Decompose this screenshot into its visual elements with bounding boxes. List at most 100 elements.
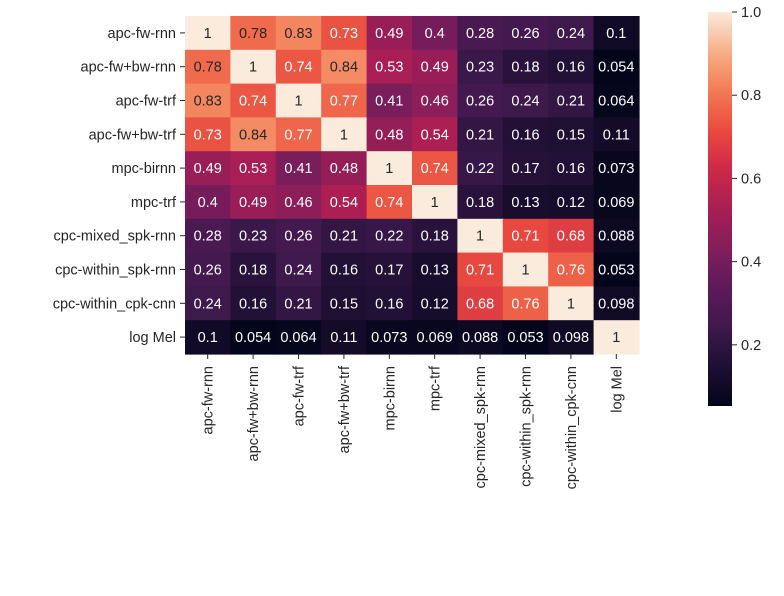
y-tick-label: log Mel xyxy=(129,330,176,346)
colorbar-gradient xyxy=(708,12,732,406)
heatmap-cell xyxy=(593,286,640,321)
x-tick-label: apc-fw+bw-rnn xyxy=(246,366,262,462)
heatmap-cell xyxy=(457,252,504,287)
cell-value-label: 0.77 xyxy=(284,127,312,143)
cell-value-label: 0.49 xyxy=(239,195,267,211)
colorbar-tick-label: 1.0 xyxy=(741,5,761,21)
cell-value-label: 0.069 xyxy=(417,330,453,346)
cell-value-label: 1 xyxy=(249,60,257,76)
heatmap-cell xyxy=(548,83,595,118)
heatmap-cell xyxy=(230,117,277,152)
heatmap-cell xyxy=(321,83,368,118)
cell-value-label: 0.26 xyxy=(511,26,539,42)
cell-value-label: 0.088 xyxy=(598,229,634,245)
heatmap-cell xyxy=(548,117,595,152)
heatmap-cell xyxy=(593,218,640,254)
x-tick-label: mpc-trf xyxy=(428,365,444,411)
heatmap-cell xyxy=(230,320,277,355)
heatmap-cell xyxy=(548,286,595,321)
cell-value-label: 0.74 xyxy=(284,60,312,76)
heatmap-cell xyxy=(185,117,231,152)
x-tick-label: apc-fw-rnn xyxy=(201,366,217,435)
cell-value-label: 1 xyxy=(612,330,620,346)
heatmap-cells xyxy=(185,16,640,355)
cell-value-label: 0.17 xyxy=(511,161,539,177)
heatmap-cell xyxy=(457,49,504,85)
heatmap-cell xyxy=(412,218,458,254)
heatmap-cell xyxy=(366,151,413,186)
cell-value-label: 0.21 xyxy=(557,94,585,110)
cell-value-label: 0.054 xyxy=(598,60,634,76)
colorbar: 0.2 0.4 0.6 0.8 1.0 xyxy=(708,5,761,406)
cell-value-label: 0.24 xyxy=(194,296,222,312)
heatmap-cell xyxy=(548,185,595,220)
colorbar-tick-label: 0.6 xyxy=(741,171,761,187)
heatmap-cell xyxy=(593,320,640,355)
y-tick-label: mpc-birnn xyxy=(112,161,176,177)
heatmap-cell xyxy=(412,252,458,287)
cell-value-label: 1 xyxy=(385,161,393,177)
heatmap-cell xyxy=(457,286,504,321)
y-tick-label: cpc-within_spk-rnn xyxy=(55,263,176,279)
heatmap-cell xyxy=(230,83,277,118)
x-tick-label: cpc-within_spk-rnn xyxy=(519,366,535,487)
cell-value-label: 0.54 xyxy=(421,127,449,143)
heatmap-cell xyxy=(593,151,640,186)
cell-value-label: 0.16 xyxy=(375,296,403,312)
heatmap-cell xyxy=(366,49,413,85)
cell-value-label: 0.073 xyxy=(598,161,634,177)
heatmap-cell xyxy=(275,117,322,152)
heatmap-cell xyxy=(275,185,322,220)
cell-value-label: 0.13 xyxy=(421,263,449,279)
heatmap-cell xyxy=(275,151,322,186)
cell-value-label: 0.71 xyxy=(511,229,539,245)
heatmap-cell xyxy=(412,117,458,152)
heatmap-cell xyxy=(185,286,231,321)
cell-value-label: 0.48 xyxy=(375,127,403,143)
cell-value-label: 0.78 xyxy=(239,26,267,42)
cell-value-label: 0.11 xyxy=(330,330,357,346)
heatmap-cell xyxy=(593,83,640,118)
heatmap-cell xyxy=(185,83,231,118)
heatmap-cell xyxy=(412,16,458,51)
heatmap-cell xyxy=(457,320,504,355)
heatmap-cell xyxy=(548,151,595,186)
cell-value-label: 0.28 xyxy=(466,26,494,42)
cell-value-label: 0.1 xyxy=(606,26,626,42)
cell-value-label: 0.84 xyxy=(330,60,358,76)
y-tick-label: apc-fw+bw-rnn xyxy=(81,60,177,76)
cell-value-label: 0.16 xyxy=(330,263,358,279)
cell-value-label: 0.78 xyxy=(194,60,222,76)
heatmap-cell xyxy=(548,218,595,254)
heatmap-cell xyxy=(502,83,549,118)
heatmap-cell xyxy=(275,16,322,51)
heatmap-cell xyxy=(457,83,504,118)
colorbar-tick-label: 0.8 xyxy=(741,88,761,104)
y-tick-label: cpc-mixed_spk-rnn xyxy=(54,229,177,245)
heatmap-cell xyxy=(230,286,277,321)
heatmap-cell xyxy=(321,252,368,287)
cell-value-label: 0.054 xyxy=(235,330,271,346)
heatmap-cell xyxy=(548,16,595,51)
cell-value-label: 1 xyxy=(476,229,484,245)
cell-value-label: 0.71 xyxy=(466,263,494,279)
heatmap-cell xyxy=(548,320,595,355)
heatmap-cell xyxy=(593,185,640,220)
heatmap-cell xyxy=(502,320,549,355)
cell-value-label: 0.24 xyxy=(511,94,539,110)
cell-value-label: 0.26 xyxy=(284,229,312,245)
cell-value-label: 0.088 xyxy=(462,330,498,346)
heatmap-cell xyxy=(502,117,549,152)
heatmap-cell xyxy=(230,185,277,220)
cell-value-label: 0.49 xyxy=(421,60,449,76)
cell-value-label: 0.22 xyxy=(466,161,494,177)
cell-value-label: 0.41 xyxy=(375,94,403,110)
cell-value-label: 0.098 xyxy=(598,296,634,312)
x-tick-labels: apc-fw-rnn apc-fw+bw-rnn apc-fw-trf apc-fw+… xyxy=(201,354,625,489)
heatmap-cell xyxy=(185,320,231,355)
cell-value-label: 0.24 xyxy=(284,263,312,279)
cell-value-label: 0.12 xyxy=(421,296,449,312)
heatmap-cell xyxy=(275,320,322,355)
heatmap-cell xyxy=(321,185,368,220)
heatmap-cell xyxy=(185,16,231,51)
